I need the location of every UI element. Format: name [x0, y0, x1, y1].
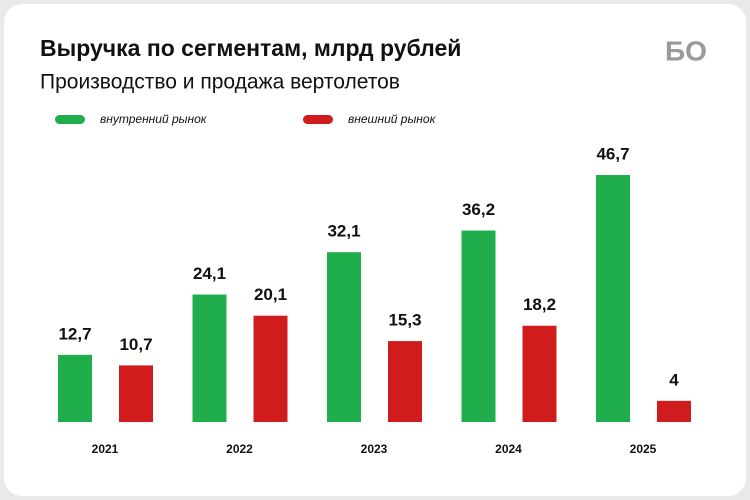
x-tick-label: 2023: [361, 442, 388, 456]
value-label: 20,1: [254, 285, 287, 304]
x-tick-label: 2021: [92, 442, 119, 456]
legend-label: внешний рынок: [348, 112, 437, 126]
legend-label: внутренний рынок: [100, 112, 208, 126]
bar: [327, 252, 361, 422]
chart-title: Выручка по сегментам, млрд рублей: [40, 35, 461, 61]
bar: [522, 325, 557, 422]
value-label: 32,1: [327, 222, 360, 241]
legend-swatch: [55, 115, 85, 124]
chart-subtitle: Производство и продажа вертолетов: [40, 71, 400, 94]
x-tick-label: 2022: [226, 442, 253, 456]
card: [4, 4, 746, 496]
bar: [119, 365, 153, 422]
bar: [461, 230, 496, 422]
bar: [388, 341, 422, 422]
value-label: 4: [669, 370, 679, 389]
value-label: 46,7: [596, 144, 629, 163]
value-label: 36,2: [462, 200, 495, 219]
logo: БО: [665, 35, 707, 66]
value-label: 18,2: [523, 295, 556, 314]
legend-swatch: [303, 115, 333, 124]
bar: [192, 294, 227, 422]
value-label: 15,3: [388, 311, 421, 330]
bar: [253, 315, 288, 422]
x-tick-label: 2025: [630, 442, 657, 456]
bar: [596, 175, 630, 422]
bar: [58, 354, 92, 422]
x-tick-label: 2024: [495, 442, 522, 456]
value-label: 10,7: [119, 335, 152, 354]
value-label: 12,7: [58, 324, 91, 343]
bar: [657, 400, 691, 422]
value-label: 24,1: [193, 264, 226, 283]
